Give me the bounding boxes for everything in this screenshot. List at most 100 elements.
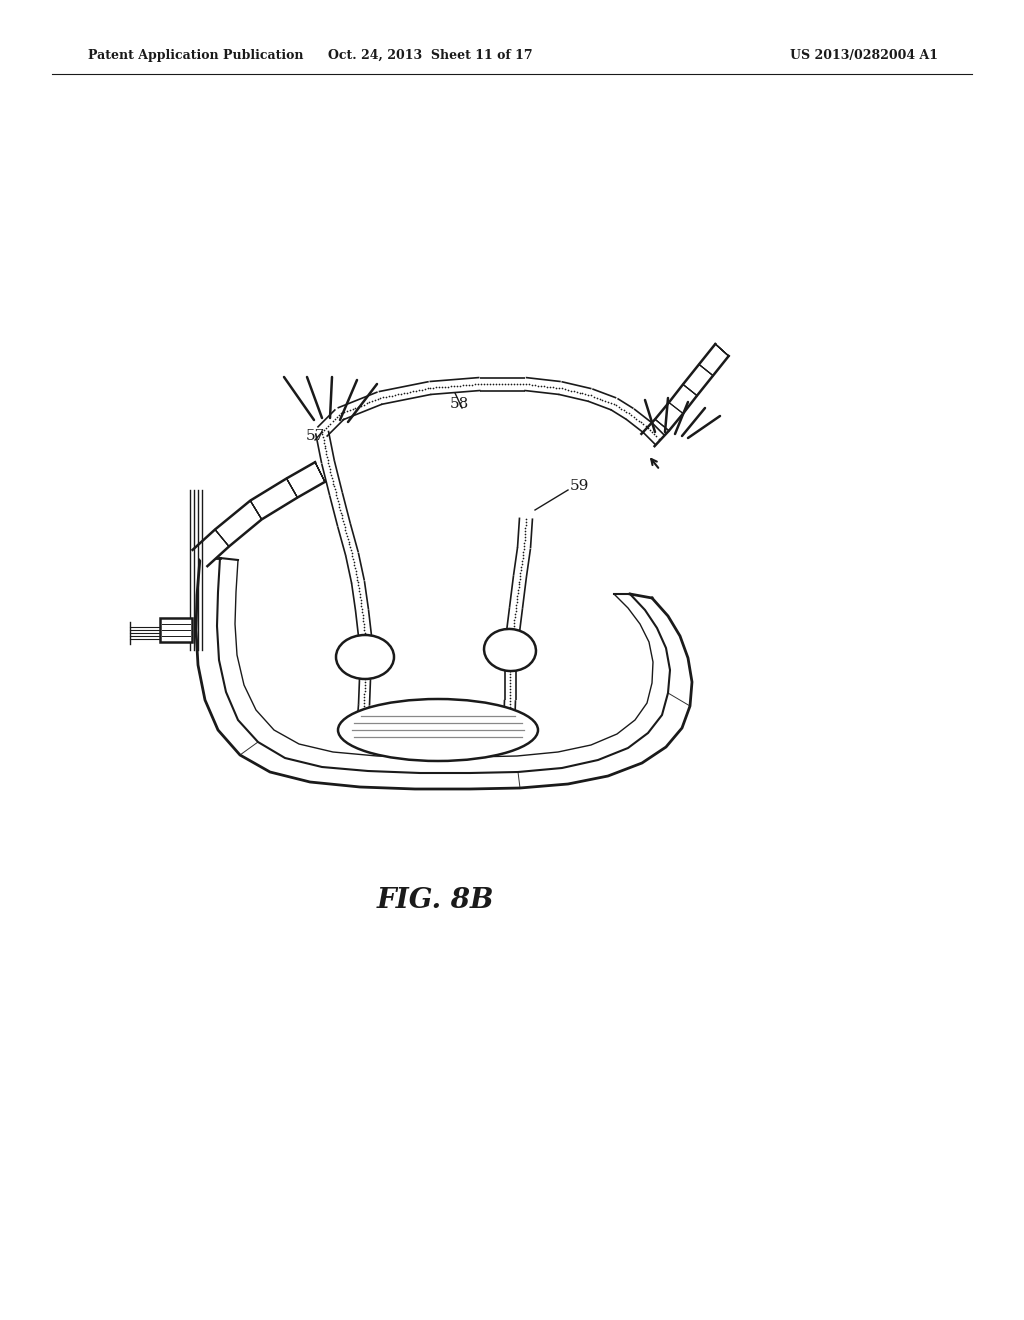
- Point: [517, 523, 534, 544]
- Point: [314, 424, 331, 445]
- Point: [331, 494, 347, 515]
- Point: [502, 700, 518, 721]
- Point: [597, 391, 613, 412]
- Point: [504, 627, 520, 648]
- Point: [431, 376, 447, 397]
- Point: [516, 529, 532, 550]
- Point: [527, 375, 544, 396]
- Point: [404, 381, 421, 403]
- Point: [351, 583, 368, 605]
- Text: 57: 57: [306, 429, 326, 444]
- Point: [354, 713, 371, 734]
- Point: [393, 383, 410, 404]
- Point: [511, 572, 527, 593]
- Point: [318, 444, 335, 465]
- Point: [318, 417, 335, 438]
- Point: [534, 375, 550, 396]
- Point: [316, 420, 333, 441]
- Point: [514, 548, 530, 569]
- Point: [325, 470, 341, 491]
- Point: [502, 702, 518, 723]
- Point: [434, 376, 451, 397]
- Point: [356, 626, 373, 647]
- Point: [508, 598, 524, 619]
- Point: [411, 380, 427, 401]
- Point: [355, 701, 372, 722]
- Point: [323, 461, 339, 482]
- Point: [356, 693, 373, 714]
- Ellipse shape: [484, 628, 536, 671]
- Point: [446, 375, 463, 396]
- Point: [642, 420, 658, 441]
- Point: [396, 383, 413, 404]
- Point: [437, 376, 454, 397]
- Point: [503, 648, 519, 669]
- Point: [510, 577, 526, 598]
- Point: [515, 541, 531, 562]
- Point: [512, 565, 528, 586]
- Point: [507, 603, 523, 624]
- Point: [326, 477, 342, 498]
- Point: [603, 392, 620, 413]
- Point: [592, 388, 608, 409]
- Point: [479, 374, 496, 395]
- Point: [628, 408, 644, 429]
- Point: [425, 378, 441, 399]
- Point: [513, 556, 529, 577]
- Point: [464, 374, 480, 395]
- Point: [343, 540, 359, 561]
- Point: [516, 527, 532, 548]
- Point: [348, 564, 365, 585]
- Point: [565, 380, 582, 401]
- Point: [497, 374, 513, 395]
- Text: 59: 59: [570, 479, 590, 492]
- Text: Oct. 24, 2013  Sheet 11 of 17: Oct. 24, 2013 Sheet 11 of 17: [328, 49, 532, 62]
- Point: [554, 378, 570, 399]
- Point: [512, 568, 528, 589]
- Point: [516, 536, 532, 557]
- Point: [323, 465, 339, 486]
- Point: [502, 660, 518, 681]
- Point: [562, 380, 579, 401]
- Point: [635, 413, 651, 434]
- Point: [506, 612, 522, 634]
- Point: [505, 622, 521, 643]
- Point: [524, 375, 541, 396]
- Point: [501, 709, 517, 730]
- Polygon shape: [641, 345, 729, 446]
- Point: [351, 581, 368, 602]
- Point: [328, 484, 344, 506]
- Point: [461, 375, 477, 396]
- Point: [648, 426, 665, 447]
- Point: [356, 619, 373, 640]
- Point: [506, 610, 522, 631]
- Point: [355, 616, 372, 638]
- Point: [458, 375, 474, 396]
- Point: [352, 587, 369, 609]
- Point: [608, 395, 625, 416]
- Point: [333, 403, 349, 424]
- Ellipse shape: [338, 700, 538, 762]
- Point: [317, 438, 334, 459]
- Point: [501, 714, 517, 735]
- Point: [624, 404, 640, 425]
- Point: [332, 499, 348, 520]
- Point: [350, 396, 367, 417]
- Point: [502, 664, 518, 685]
- Point: [356, 672, 373, 693]
- Point: [539, 376, 555, 397]
- Point: [355, 393, 372, 414]
- Point: [428, 378, 444, 399]
- Point: [354, 710, 371, 731]
- Point: [401, 381, 418, 403]
- Point: [336, 513, 352, 535]
- Point: [314, 426, 331, 447]
- Point: [504, 634, 520, 655]
- Point: [367, 389, 383, 411]
- Point: [327, 409, 343, 430]
- Point: [610, 396, 627, 417]
- Point: [420, 378, 436, 399]
- Point: [355, 705, 372, 726]
- Point: [354, 708, 371, 729]
- Point: [500, 374, 516, 395]
